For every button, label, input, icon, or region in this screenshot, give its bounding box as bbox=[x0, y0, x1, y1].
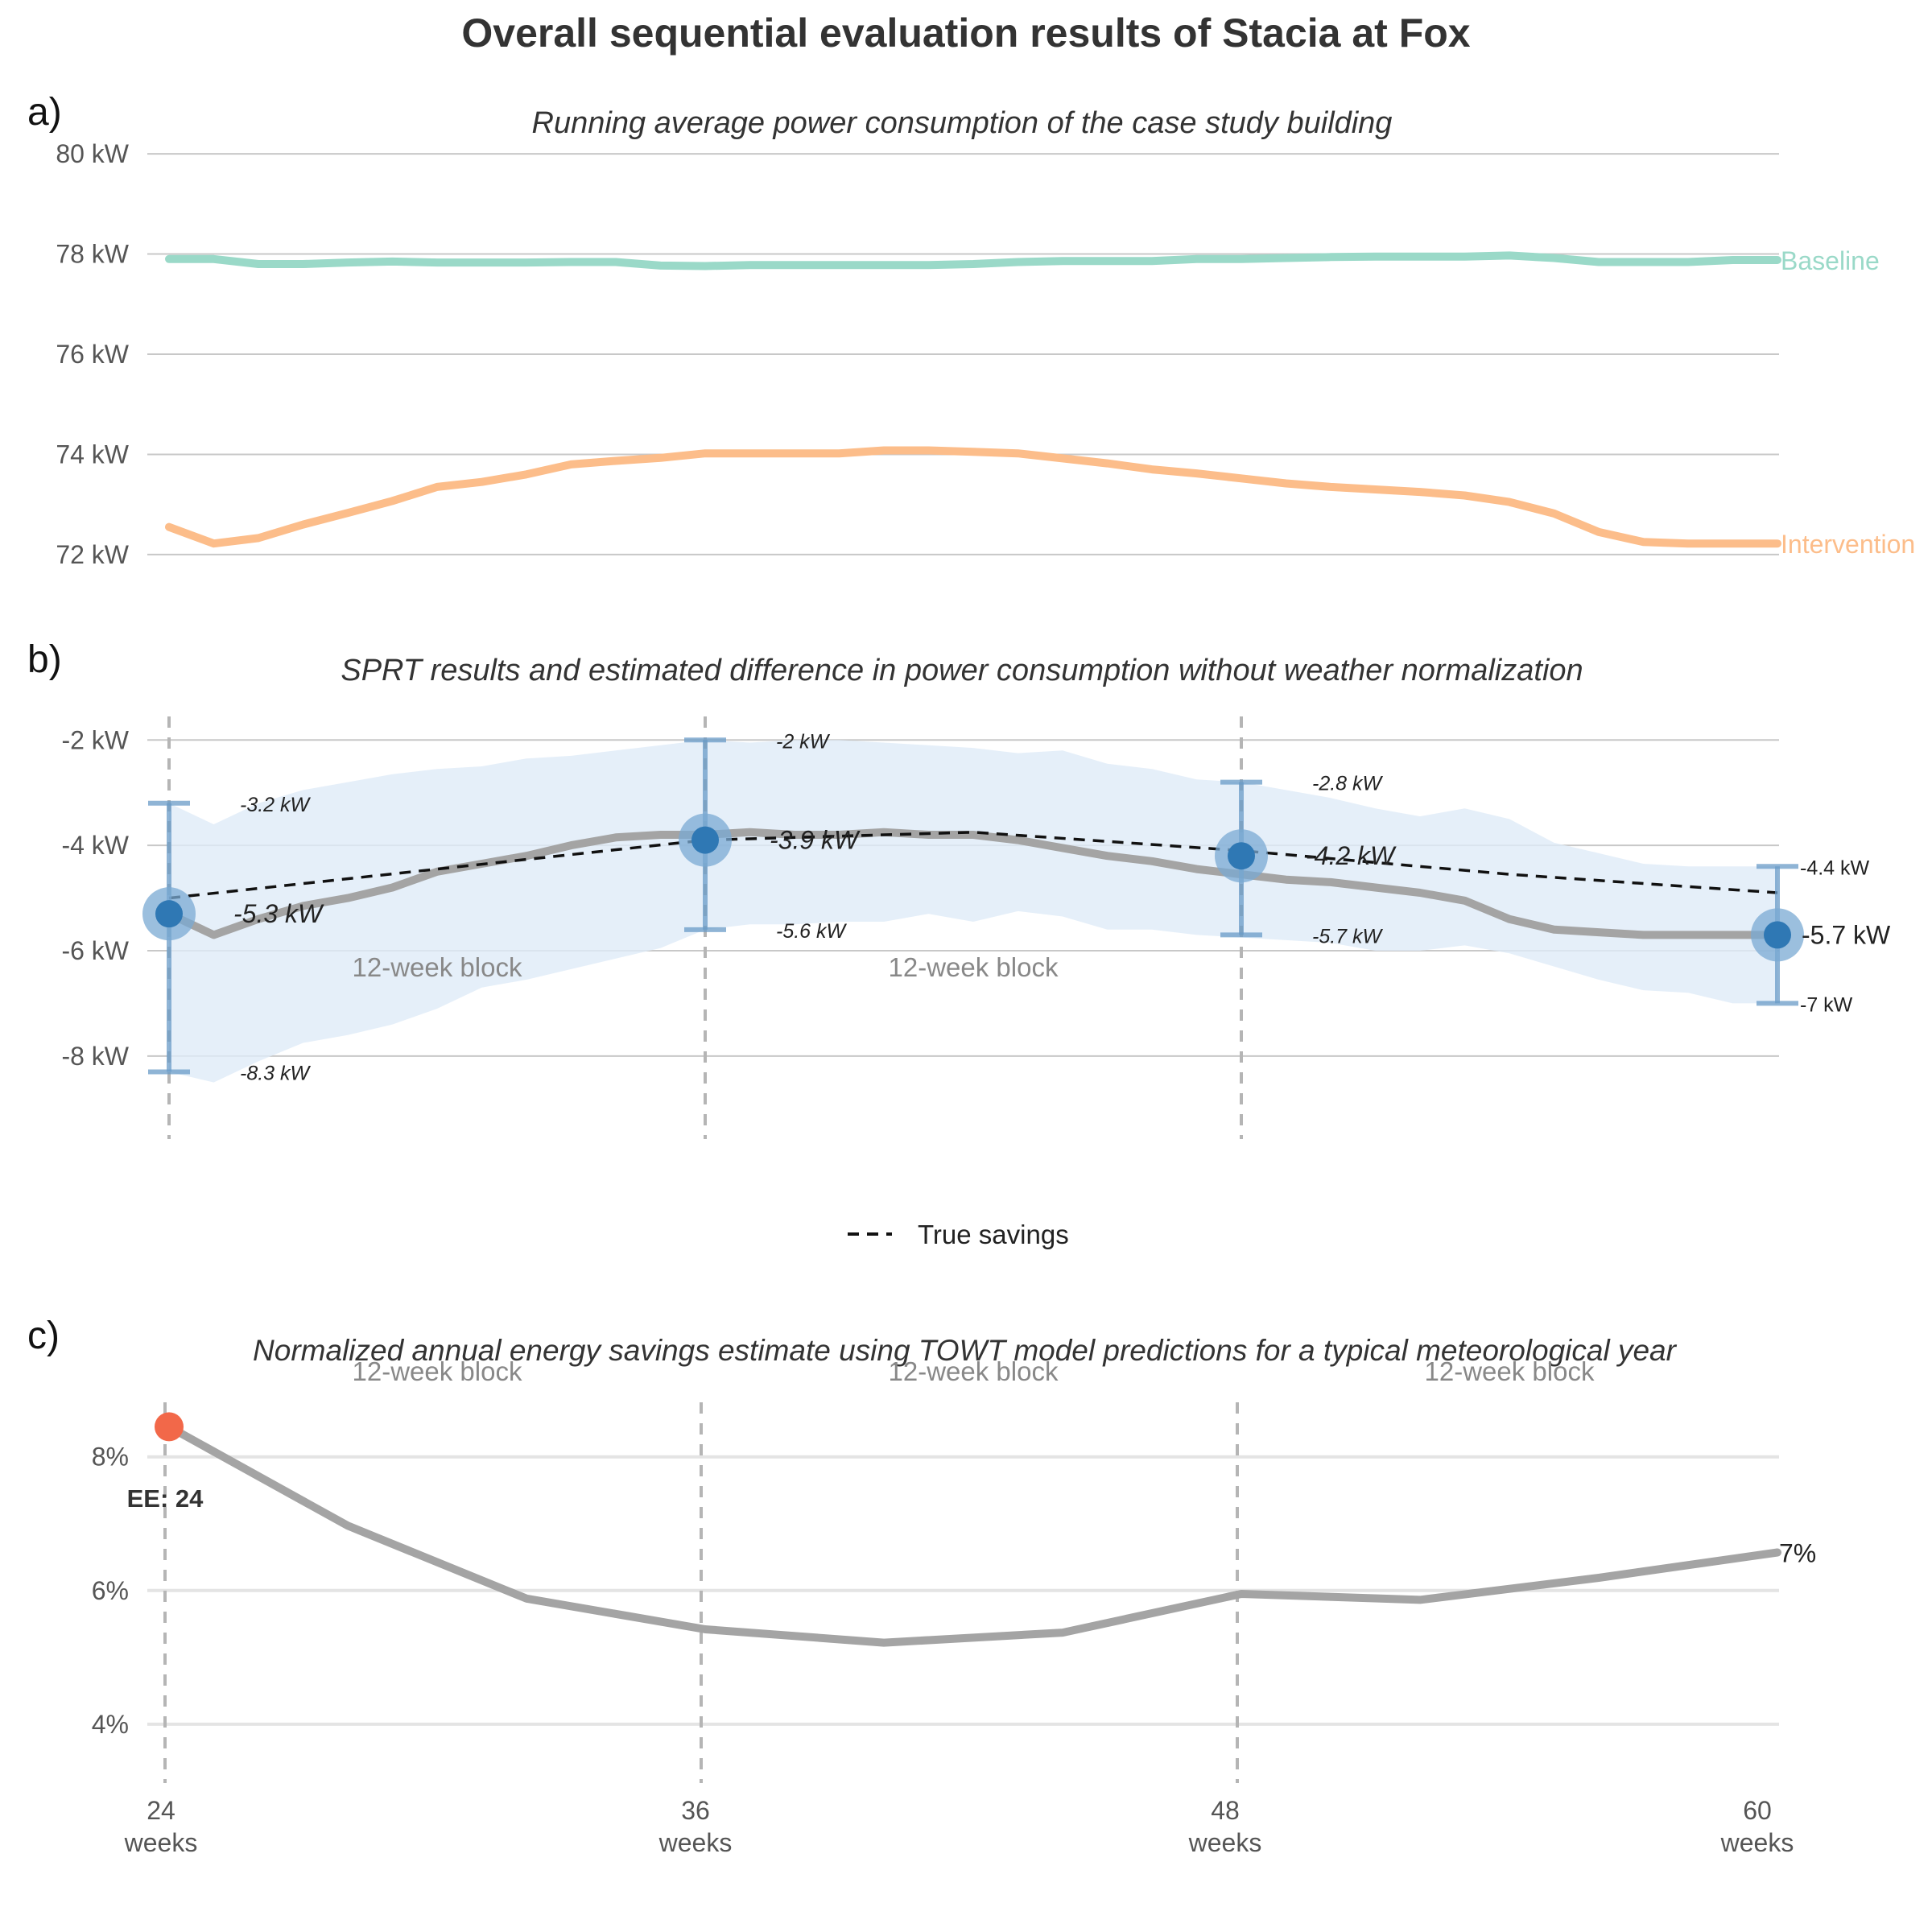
estimate-label: -4.2 kW bbox=[1306, 841, 1397, 870]
y-tick-label: 8% bbox=[92, 1443, 129, 1472]
panel-label: a) bbox=[27, 91, 62, 134]
y-tick-label: 74 kW bbox=[56, 440, 129, 469]
end-value-label: 7% bbox=[1779, 1538, 1816, 1567]
sprt-point bbox=[691, 826, 719, 854]
estimate-label: -5.3 kW bbox=[233, 899, 324, 928]
x-tick-unit: weeks bbox=[124, 1828, 198, 1857]
x-tick-label: 48 bbox=[1211, 1796, 1240, 1825]
figure-title: Overall sequential evaluation results of… bbox=[461, 10, 1470, 56]
panel-label: b) bbox=[27, 638, 62, 681]
y-tick-label: 4% bbox=[92, 1710, 129, 1739]
early-exit-label: EE: 24 bbox=[127, 1484, 204, 1513]
x-tick-label: 24 bbox=[147, 1796, 175, 1825]
y-tick-label: 80 kW bbox=[56, 139, 129, 168]
y-tick-label: -4 kW bbox=[61, 831, 129, 860]
block-label: 12-week block bbox=[353, 1356, 522, 1386]
panel-c: c) Normalized annual energy savings estim… bbox=[27, 1315, 1816, 1783]
sprt-point-group: -5.7 kW -4.4 kW -7 kW bbox=[1751, 857, 1891, 1016]
legend-label-true-savings: True savings bbox=[918, 1220, 1069, 1249]
lower-bound-label: -5.7 kW bbox=[1312, 925, 1384, 947]
upper-bound-label: -2.8 kW bbox=[1312, 773, 1384, 795]
panel-subtitle: Running average power consumption of the… bbox=[532, 106, 1393, 140]
sprt-point-group: -3.9 kW -2 kW -5.6 kW bbox=[679, 730, 861, 943]
lower-bound-label: -5.6 kW bbox=[776, 920, 848, 943]
x-tick-unit: weeks bbox=[1720, 1828, 1794, 1857]
legend: True savings bbox=[848, 1220, 1069, 1249]
series-line-intervention bbox=[165, 446, 1781, 548]
sprt-point bbox=[155, 900, 183, 928]
estimate-line bbox=[165, 828, 1781, 939]
y-tick-label: -6 kW bbox=[61, 936, 129, 965]
block-label: 12-week block bbox=[353, 952, 522, 982]
panel-label: c) bbox=[27, 1315, 60, 1357]
panel-b: b) SPRT results and estimated difference … bbox=[27, 638, 1891, 1139]
lower-bound-label: -7 kW bbox=[1800, 993, 1853, 1016]
block-label: 12-week block bbox=[889, 1356, 1059, 1386]
early-exit-point bbox=[155, 1412, 184, 1442]
upper-bound-label: -3.2 kW bbox=[240, 794, 312, 816]
confidence-band bbox=[169, 740, 1777, 1083]
block-label: 12-week block bbox=[1425, 1356, 1595, 1386]
panel-subtitle: Normalized annual energy savings estimat… bbox=[253, 1334, 1678, 1367]
y-tick-label: 6% bbox=[92, 1576, 129, 1605]
y-tick-label: 72 kW bbox=[56, 540, 129, 569]
sprt-point-group: -4.2 kW -2.8 kW -5.7 kW bbox=[1215, 773, 1397, 947]
upper-bound-label: -2 kW bbox=[776, 730, 831, 753]
estimate-label: -5.7 kW bbox=[1802, 920, 1891, 949]
block-label: 12-week block bbox=[889, 952, 1059, 982]
panel-subtitle: SPRT results and estimated difference in… bbox=[341, 654, 1583, 687]
sprt-point bbox=[1228, 842, 1255, 870]
savings-line bbox=[165, 1422, 1781, 1647]
sprt-point bbox=[1764, 921, 1791, 949]
series-label-baseline: Baseline bbox=[1781, 246, 1880, 275]
x-axis: 24 weeks 36 weeks 48 weeks 60 weeks bbox=[124, 1796, 1794, 1857]
panel-a: a) Running average power consumption of t… bbox=[27, 91, 1915, 569]
x-tick-label: 60 bbox=[1743, 1796, 1772, 1825]
x-tick-unit: weeks bbox=[1188, 1828, 1262, 1857]
y-tick-label: -8 kW bbox=[61, 1042, 129, 1071]
y-tick-label: 76 kW bbox=[56, 340, 129, 369]
y-tick-label: -2 kW bbox=[61, 725, 129, 754]
estimate-label: -3.9 kW bbox=[770, 826, 861, 855]
sprt-point-group: -5.3 kW -3.2 kW -8.3 kW bbox=[142, 794, 324, 1084]
y-tick-label: 78 kW bbox=[56, 240, 129, 269]
x-tick-unit: weeks bbox=[658, 1828, 733, 1857]
x-tick-label: 36 bbox=[681, 1796, 710, 1825]
series-label-intervention: Intervention bbox=[1781, 530, 1915, 559]
upper-bound-label: -4.4 kW bbox=[1800, 857, 1870, 879]
series-line-baseline bbox=[165, 251, 1781, 270]
lower-bound-label: -8.3 kW bbox=[240, 1062, 312, 1084]
